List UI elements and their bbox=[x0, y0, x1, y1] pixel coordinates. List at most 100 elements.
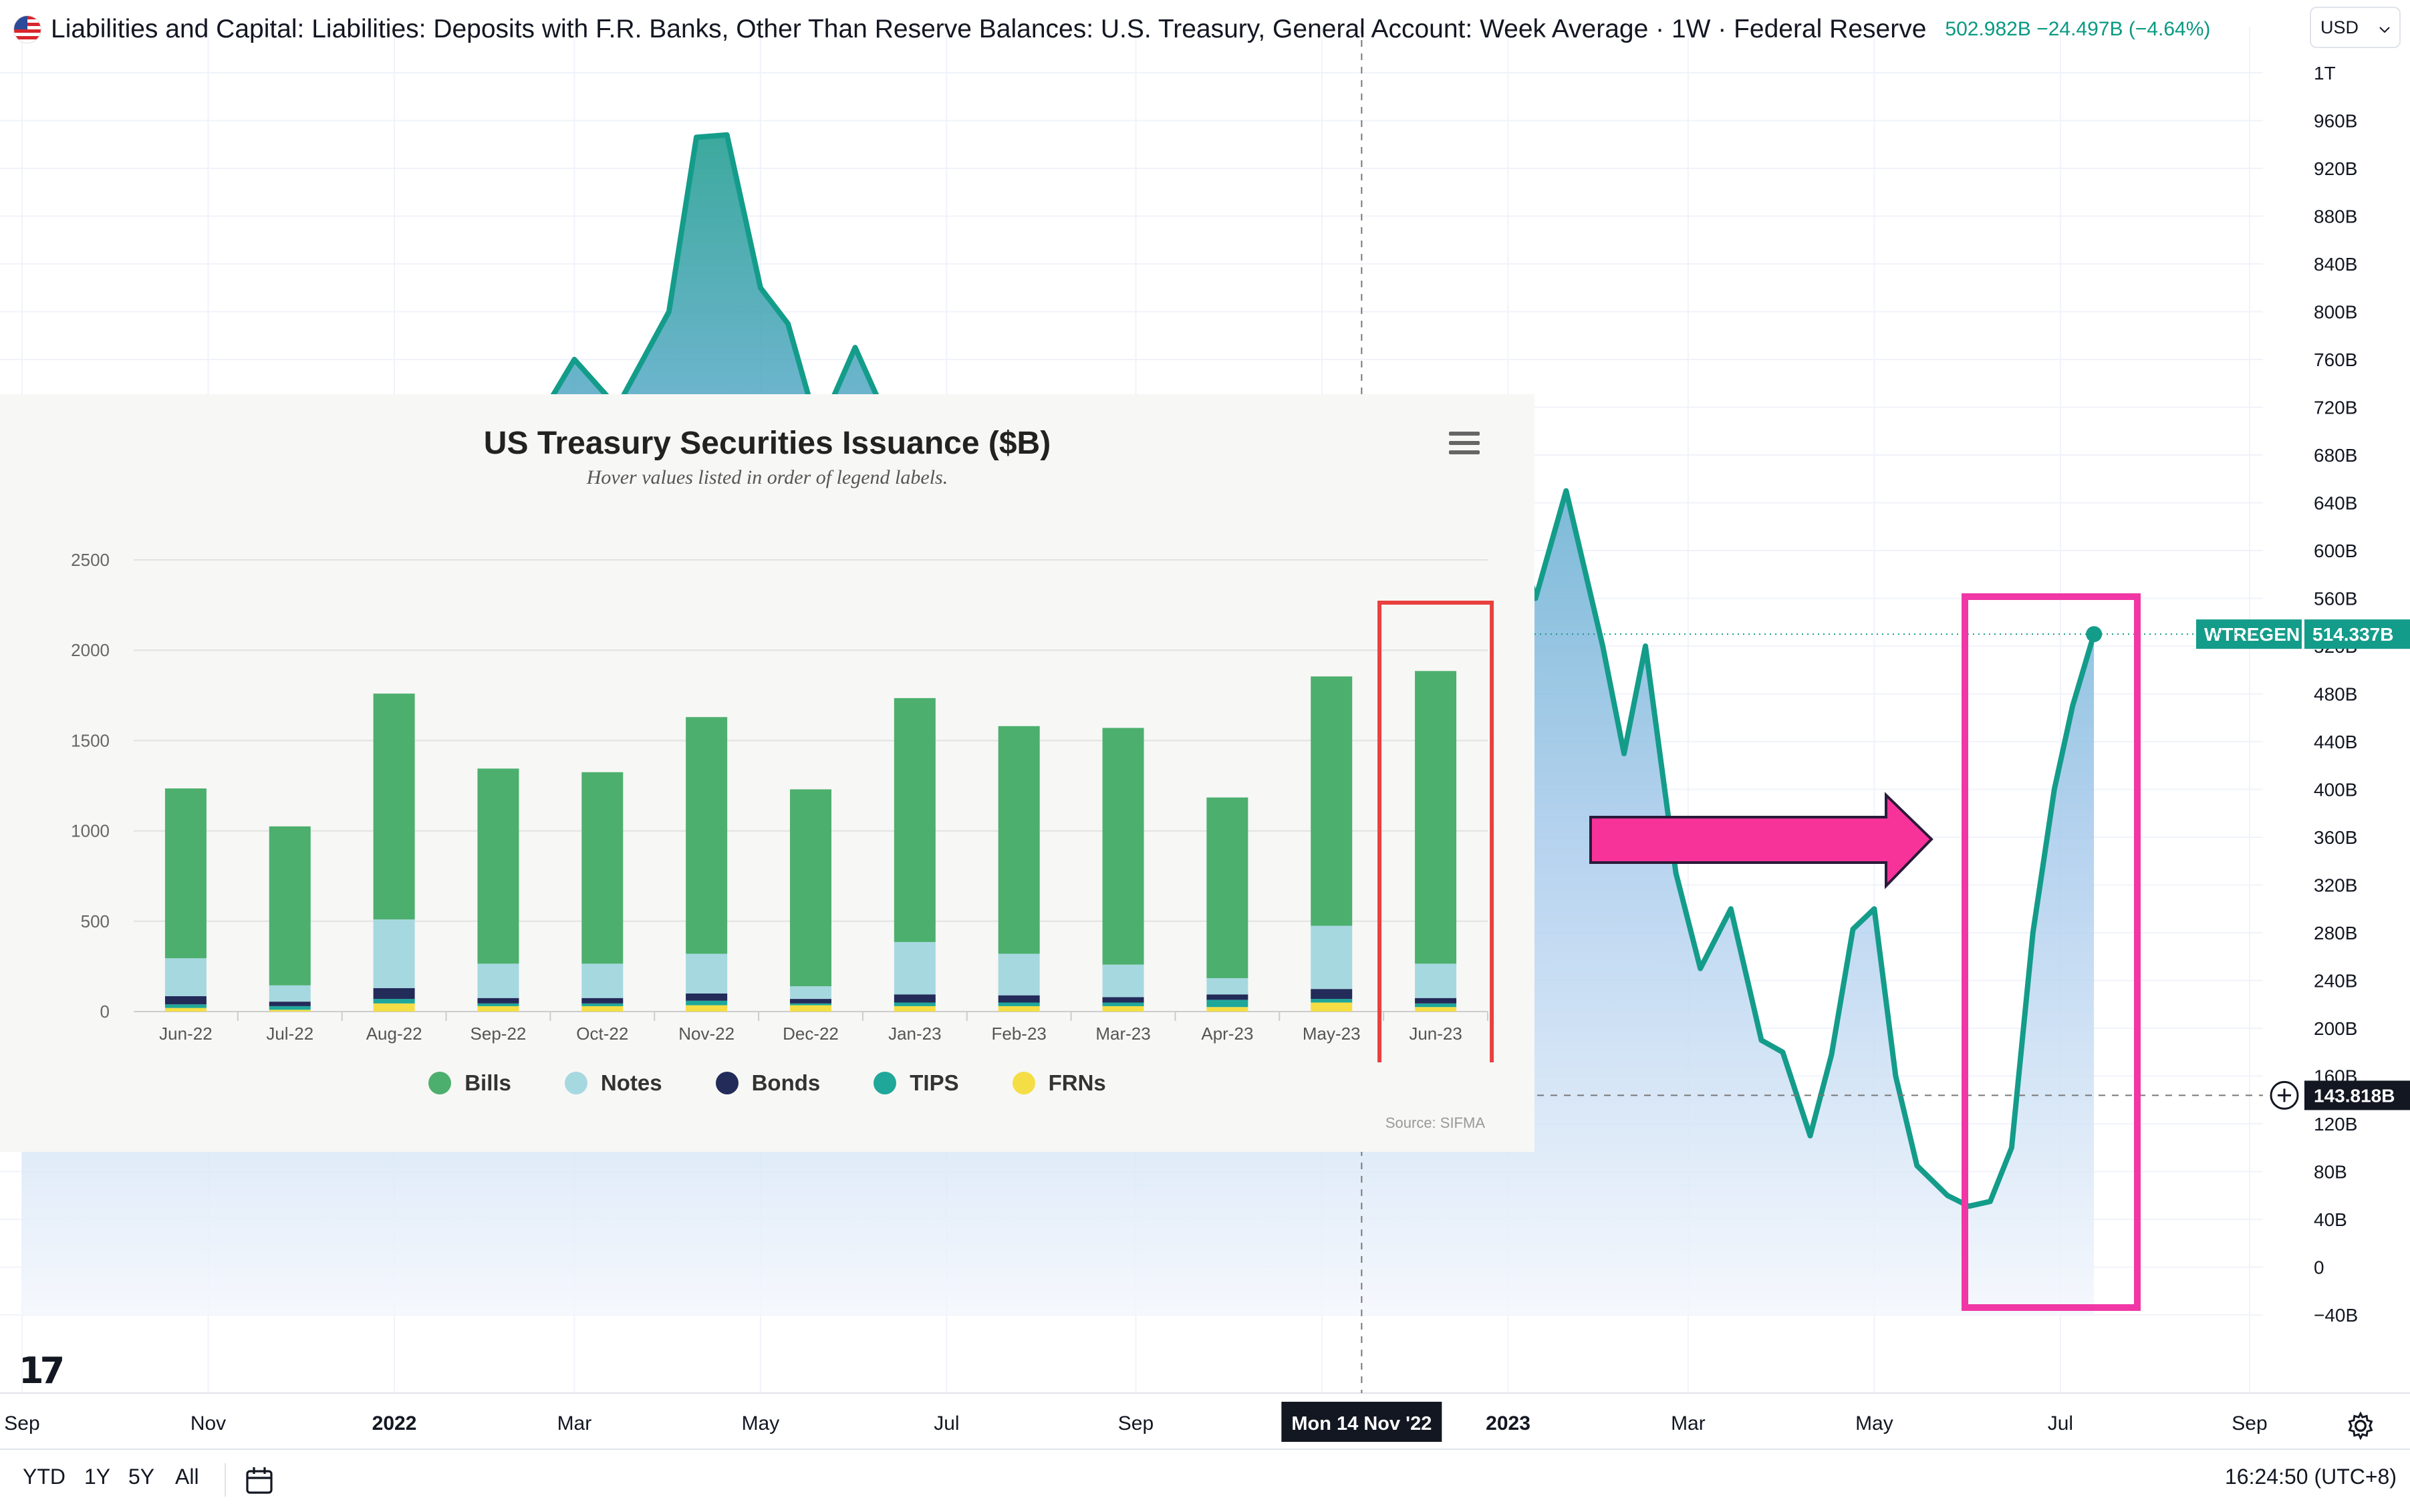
bar-segment-bonds[interactable] bbox=[686, 993, 728, 1001]
currency-select[interactable]: USD bbox=[2310, 7, 2401, 48]
legend-item-tips[interactable]: TIPS bbox=[874, 1070, 959, 1096]
price-tick-label: 480B bbox=[2314, 684, 2357, 705]
bar-segment-bills[interactable] bbox=[894, 698, 936, 942]
bar-segment-notes[interactable] bbox=[1102, 964, 1144, 998]
bar-x-tick-label: May-23 bbox=[1303, 1024, 1361, 1044]
bar-segment-bonds[interactable] bbox=[581, 998, 624, 1004]
bar-segment-notes[interactable] bbox=[373, 919, 415, 988]
price-tick-label: 960B bbox=[2314, 111, 2357, 132]
bar-segment-bonds[interactable] bbox=[373, 988, 415, 1000]
bar-segment-bills[interactable] bbox=[998, 726, 1040, 954]
crosshair-value-tag-label: 143.818B bbox=[2314, 1085, 2395, 1106]
bar-segment-tips[interactable] bbox=[1311, 999, 1353, 1003]
symbol-title[interactable]: Liabilities and Capital: Liabilities: De… bbox=[51, 15, 1927, 43]
bar-segment-bills[interactable] bbox=[1102, 728, 1144, 965]
bar-segment-frns[interactable] bbox=[269, 1010, 311, 1012]
bar-segment-tips[interactable] bbox=[686, 1000, 728, 1006]
bar-segment-notes[interactable] bbox=[686, 953, 728, 994]
bar-segment-notes[interactable] bbox=[581, 963, 624, 998]
bar-segment-notes[interactable] bbox=[164, 958, 207, 997]
bar-segment-notes[interactable] bbox=[790, 986, 831, 1000]
price-tick-label: 120B bbox=[2314, 1114, 2357, 1135]
price-tick-label: 600B bbox=[2314, 541, 2357, 561]
bar-segment-notes[interactable] bbox=[477, 963, 519, 998]
bar-segment-bills[interactable] bbox=[581, 772, 624, 964]
gear-icon[interactable] bbox=[2346, 1411, 2375, 1441]
range-button-1y[interactable]: 1Y bbox=[84, 1465, 111, 1489]
bar-segment-bonds[interactable] bbox=[894, 994, 936, 1003]
range-button-5y[interactable]: 5Y bbox=[128, 1465, 155, 1489]
bar-segment-tips[interactable] bbox=[269, 1006, 311, 1010]
legend-item-notes[interactable]: Notes bbox=[564, 1070, 662, 1096]
bar-segment-tips[interactable] bbox=[164, 1004, 207, 1008]
bar-segment-tips[interactable] bbox=[373, 999, 415, 1004]
price-tick-label: 680B bbox=[2314, 445, 2357, 466]
bar-segment-frns[interactable] bbox=[1311, 1002, 1353, 1012]
last-value-point[interactable] bbox=[2086, 626, 2103, 643]
legend-item-bonds[interactable]: Bonds bbox=[715, 1070, 820, 1096]
bar-segment-notes[interactable] bbox=[894, 941, 936, 995]
bar-segment-bonds[interactable] bbox=[1102, 997, 1144, 1003]
bar-segment-bills[interactable] bbox=[477, 768, 519, 964]
bar-segment-frns[interactable] bbox=[1415, 1007, 1457, 1012]
bar-segment-bonds[interactable] bbox=[1415, 998, 1457, 1004]
bar-segment-tips[interactable] bbox=[1102, 1002, 1144, 1006]
bar-x-tick-label: Feb-23 bbox=[991, 1024, 1046, 1044]
bar-segment-frns[interactable] bbox=[894, 1006, 936, 1012]
range-button-all[interactable]: All bbox=[175, 1465, 199, 1489]
bar-segment-frns[interactable] bbox=[164, 1008, 207, 1012]
bar-segment-tips[interactable] bbox=[477, 1003, 519, 1006]
bar-segment-frns[interactable] bbox=[998, 1006, 1040, 1012]
bar-segment-tips[interactable] bbox=[581, 1003, 624, 1006]
bar-segment-notes[interactable] bbox=[269, 985, 311, 1002]
bar-segment-tips[interactable] bbox=[894, 1002, 936, 1006]
chart-header: Liabilities and Capital: Liabilities: De… bbox=[13, 9, 2210, 49]
bar-segment-bills[interactable] bbox=[1206, 797, 1248, 978]
bar-segment-bonds[interactable] bbox=[998, 995, 1040, 1003]
bar-y-tick-label: 0 bbox=[100, 1002, 110, 1022]
price-tick-label: 280B bbox=[2314, 923, 2357, 943]
bar-segment-bills[interactable] bbox=[269, 826, 311, 986]
bar-segment-bills[interactable] bbox=[373, 694, 415, 920]
bar-segment-bills[interactable] bbox=[686, 717, 728, 954]
bar-segment-tips[interactable] bbox=[1415, 1003, 1457, 1008]
price-axis[interactable]: 1T 960B 920B 880B 840B 800B 760B 720B 680B 640B 60… bbox=[2196, 63, 2410, 1326]
range-button-ytd[interactable]: YTD bbox=[23, 1465, 65, 1489]
bar-segment-frns[interactable] bbox=[477, 1006, 519, 1012]
bar-segment-bonds[interactable] bbox=[1311, 989, 1353, 1000]
bar-segment-notes[interactable] bbox=[1415, 963, 1457, 998]
bar-segment-bonds[interactable] bbox=[790, 999, 831, 1004]
time-tick-label: Mar bbox=[557, 1412, 592, 1434]
bar-segment-bonds[interactable] bbox=[269, 1002, 311, 1006]
bar-segment-frns[interactable] bbox=[686, 1005, 728, 1012]
legend-item-frns[interactable]: FRNs bbox=[1012, 1070, 1106, 1096]
bar-segment-notes[interactable] bbox=[998, 953, 1040, 996]
bar-segment-bonds[interactable] bbox=[164, 996, 207, 1005]
time-axis[interactable]: SepNov2022MarMayJulSepNov2023MarMayJulSe… bbox=[0, 1392, 2410, 1442]
issuance-bar-chart[interactable]: 0 500 1000 1500 2000 2500 Jun-22 Jul-22 Aug-22 Se… bbox=[0, 394, 1534, 1062]
hamburger-menu-icon[interactable] bbox=[1449, 432, 1480, 460]
price-tick-label: 880B bbox=[2314, 206, 2357, 227]
bar-segment-tips[interactable] bbox=[1206, 1000, 1248, 1008]
bar-segment-frns[interactable] bbox=[1206, 1007, 1248, 1012]
bar-segment-frns[interactable] bbox=[1102, 1006, 1144, 1012]
legend-item-bills[interactable]: Bills bbox=[428, 1070, 511, 1096]
bar-segment-tips[interactable] bbox=[790, 1003, 831, 1006]
bar-segment-tips[interactable] bbox=[998, 1002, 1040, 1006]
price-tick-label: −40B bbox=[2314, 1305, 2358, 1326]
bar-segment-bonds[interactable] bbox=[477, 998, 519, 1004]
bar-segment-bills[interactable] bbox=[1311, 676, 1353, 926]
clock-readout: 16:24:50 (UTC+8) bbox=[2224, 1465, 2397, 1489]
bar-segment-notes[interactable] bbox=[1206, 977, 1248, 995]
bar-segment-bills[interactable] bbox=[790, 789, 831, 987]
bar-segment-frns[interactable] bbox=[581, 1006, 624, 1012]
calendar-icon[interactable] bbox=[243, 1465, 275, 1497]
bar-segment-bonds[interactable] bbox=[1206, 994, 1248, 1000]
bar-segment-bills[interactable] bbox=[164, 788, 207, 959]
bar-segment-frns[interactable] bbox=[790, 1005, 831, 1012]
time-tick-label: May bbox=[742, 1412, 780, 1434]
bar-segment-bills[interactable] bbox=[1415, 671, 1457, 964]
bar-segment-notes[interactable] bbox=[1311, 925, 1353, 990]
bar-segment-frns[interactable] bbox=[373, 1003, 415, 1012]
crosshair-value-tag bbox=[2304, 1080, 2410, 1110]
